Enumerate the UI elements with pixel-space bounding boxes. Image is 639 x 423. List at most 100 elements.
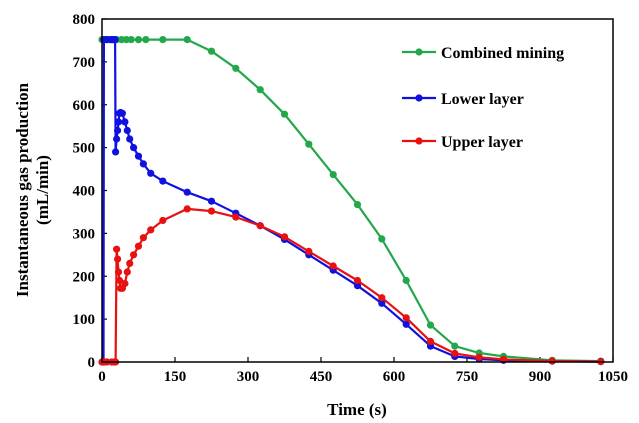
y-tick-label: 500 — [73, 141, 96, 157]
data-point-lower-layer — [123, 126, 131, 135]
data-point-upper-layer — [130, 251, 138, 259]
legend-label: Lower layer — [441, 91, 524, 108]
data-point-lower-layer — [113, 135, 121, 143]
data-point-upper-layer — [123, 268, 131, 276]
x-tick-label: 1050 — [598, 369, 628, 385]
y-tick-label: 700 — [73, 55, 96, 71]
data-point-combined-mining — [280, 110, 289, 118]
x-tick-label: 450 — [310, 369, 333, 385]
data-point-combined-mining — [378, 235, 386, 243]
data-point-upper-layer — [426, 337, 435, 345]
data-point-upper-layer — [126, 259, 134, 267]
legend-marker — [415, 137, 423, 145]
data-point-lower-layer — [159, 177, 167, 185]
data-point-upper-layer — [256, 222, 264, 230]
data-point-lower-layer — [114, 126, 122, 135]
data-point-upper-layer — [183, 205, 191, 213]
data-point-upper-layer — [147, 226, 155, 234]
data-point-lower-layer — [114, 118, 123, 126]
y-tick-label: 600 — [73, 98, 96, 114]
data-point-upper-layer — [548, 357, 556, 365]
data-point-upper-layer — [114, 255, 122, 263]
x-axis-title: Time (s) — [327, 400, 387, 419]
plot-frame — [101, 18, 614, 363]
y-tick-label: 0 — [88, 355, 96, 371]
legend-label: Combined mining — [441, 45, 564, 62]
legend-label: Upper layer — [441, 134, 523, 151]
data-point-upper-layer — [451, 349, 459, 357]
legend: Combined mining Lower layer Upper layer — [402, 45, 564, 151]
data-point-combined-mining — [353, 201, 362, 209]
data-point-lower-layer — [126, 135, 134, 143]
x-tick-label: 300 — [237, 369, 260, 385]
data-point-lower-layer — [207, 197, 216, 205]
data-point-upper-layer — [475, 353, 483, 361]
data-point-combined-mining — [256, 86, 264, 94]
x-tick-label: 150 — [164, 369, 187, 385]
data-point-lower-layer — [139, 160, 147, 168]
data-point-combined-mining — [305, 140, 313, 148]
y-tick-label: 100 — [73, 312, 96, 328]
data-point-lower-layer — [121, 118, 129, 126]
data-point-lower-layer — [378, 299, 386, 307]
legend-item-upper-layer: Upper layer — [402, 134, 523, 151]
data-point-combined-mining — [232, 64, 240, 72]
data-point-upper-layer — [499, 355, 508, 363]
data-point-upper-layer — [113, 245, 121, 253]
data-point-combined-mining — [426, 321, 435, 329]
data-point-lower-layer — [112, 148, 120, 156]
data-point-upper-layer — [305, 247, 313, 255]
series-line-combined-mining — [102, 38, 601, 363]
x-tick-label: 900 — [529, 369, 552, 385]
data-point-lower-layer — [118, 109, 126, 117]
series-line-upper-layer — [102, 207, 601, 364]
data-point-lower-layer — [134, 152, 143, 160]
x-tick-label: 600 — [383, 369, 406, 385]
tick-marks — [101, 18, 614, 363]
series-lower-layer — [98, 36, 605, 366]
data-point-combined-mining — [183, 36, 191, 44]
y-axis-title-line2: (mL/min) — [33, 155, 52, 225]
data-point-lower-layer — [353, 282, 362, 290]
legend-item-combined-mining: Combined mining — [402, 45, 564, 62]
data-point-combined-mining — [159, 36, 167, 44]
data-point-upper-layer — [115, 276, 124, 285]
data-point-combined-mining — [451, 342, 459, 350]
series-upper-layer — [98, 205, 605, 366]
data-point-lower-layer — [183, 188, 191, 196]
data-point-upper-layer — [159, 216, 167, 225]
data-point-upper-layer — [378, 294, 386, 302]
series-group — [98, 36, 605, 366]
data-point-combined-mining — [134, 36, 143, 44]
x-tick-label: 750 — [456, 369, 479, 385]
data-point-upper-layer — [139, 234, 147, 242]
series-line-lower-layer — [102, 38, 601, 364]
y-tick-label: 400 — [73, 184, 96, 200]
y-tick-label: 200 — [73, 269, 96, 285]
y-axis-title: Instantaneous gas production (mL/min) — [13, 82, 52, 297]
legend-item-lower-layer: Lower layer — [402, 91, 524, 108]
data-point-upper-layer — [402, 314, 410, 322]
data-point-upper-layer — [121, 279, 129, 288]
y-tick-label: 800 — [73, 12, 96, 28]
legend-marker — [415, 94, 423, 102]
data-point-combined-mining — [127, 36, 135, 44]
data-point-combined-mining — [402, 276, 410, 285]
x-tick-label: 0 — [98, 369, 106, 385]
data-point-lower-layer — [147, 169, 155, 177]
data-point-upper-layer — [134, 242, 143, 250]
legend-marker — [415, 48, 423, 56]
y-tick-label: 300 — [73, 226, 96, 242]
data-point-combined-mining — [142, 36, 150, 44]
data-point-upper-layer — [280, 233, 289, 241]
data-point-lower-layer — [111, 36, 119, 44]
y-axis-title-line1: Instantaneous gas production — [13, 82, 32, 297]
tick-labels: 0 150 300 450 600 750 900 1050 0 100 200 300 400 500 6… — [73, 12, 629, 385]
data-point-lower-layer — [402, 320, 410, 328]
data-point-upper-layer — [232, 213, 240, 221]
data-point-upper-layer — [207, 207, 216, 215]
data-point-upper-layer — [114, 268, 123, 276]
data-point-lower-layer — [130, 144, 138, 152]
